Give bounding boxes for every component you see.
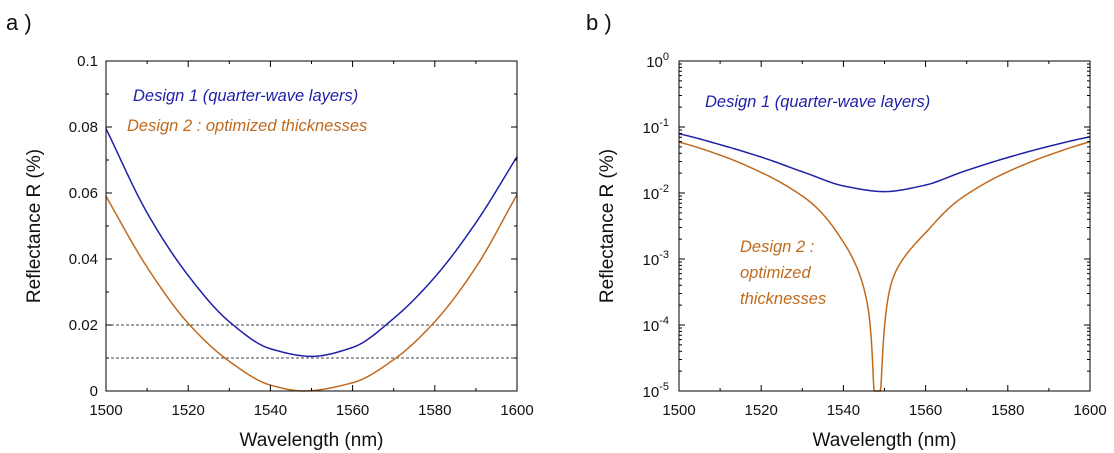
- panel-b-x-tick-label: 1500: [662, 402, 695, 419]
- panel-b-marks: [678, 133, 1091, 392]
- panel-a-legend-design-2: Design 2 : optimized thicknesses: [127, 117, 367, 135]
- panel-b-x-tick-label: 1600: [1073, 402, 1106, 419]
- panel-b-label: b ): [586, 10, 612, 35]
- panel-a-legend-design-1: Design 1 (quarter-wave layers): [133, 87, 358, 105]
- panel-b-y-axis-title: Reflectance R (%): [597, 149, 618, 303]
- panel-a: a ) 1500 1520 1540 1560 1580 1600 0 0.02 0.04 0.0…: [6, 10, 534, 451]
- panel-a-x-axis-title: Wavelength (nm): [240, 430, 384, 451]
- panel-b-x-tick-label: 1560: [909, 402, 942, 419]
- panel-b-y-tick-label: 10-4: [643, 315, 669, 335]
- panel-a-y-tick-label: 0.04: [69, 251, 98, 268]
- panel-a-x-tick-label: 1500: [89, 402, 122, 419]
- panel-b-annotation-design-2-line-1: Design 2 :: [740, 238, 814, 256]
- panel-a-ticks: 1500 1520 1540 1560 1580 1600 0 0.02 0.04 0.06 0.0…: [69, 53, 534, 419]
- panel-a-plot-frame: [105, 60, 518, 392]
- panel-a-x-tick-label: 1600: [500, 402, 533, 419]
- panel-b-y-tick-label: 100: [646, 51, 669, 71]
- panel-b-y-tick-label: 10-2: [643, 183, 669, 203]
- panel-b-ticks: 1500 1520 1540 1560 1580 1600 100 10-1 10-2 10-3 1…: [643, 51, 1107, 419]
- panel-b-x-tick-label: 1580: [991, 402, 1024, 419]
- panel-b-x-tick-label: 1520: [745, 402, 778, 419]
- panel-b-x-tick-label: 1540: [827, 402, 860, 419]
- panel-a-x-tick-label: 1580: [418, 402, 451, 419]
- panel-a-x-tick-label: 1520: [172, 402, 205, 419]
- panel-a-y-axis-title: Reflectance R (%): [24, 149, 45, 303]
- panel-a-label: a ): [6, 10, 32, 35]
- panel-a-y-tick-label: 0: [90, 383, 98, 400]
- panel-b-annotation-design-2-line-3: thicknesses: [740, 290, 826, 308]
- panel-a-x-tick-label: 1540: [254, 402, 287, 419]
- panel-a-y-tick-label: 0.08: [69, 119, 98, 136]
- panel-b-y-tick-label: 10-3: [643, 249, 669, 269]
- panel-b-y-tick-label: 10-5: [643, 381, 669, 401]
- panel-a-series-2-line: [105, 194, 518, 392]
- panel-b: b ) 1500 1520 1540 1560 1580 160010010-110-21…: [586, 10, 1107, 451]
- panel-b-annotation-design-1: Design 1 (quarter-wave layers): [705, 93, 930, 111]
- panel-a-y-tick-label: 0.06: [69, 185, 98, 202]
- panel-a-y-tick-label: 0.02: [69, 317, 98, 334]
- panel-a-x-tick-label: 1560: [336, 402, 369, 419]
- panel-b-y-tick-label: 10-1: [643, 117, 669, 137]
- panel-b-x-axis-title: Wavelength (nm): [813, 430, 957, 451]
- panel-b-annotation-design-2-line-2: optimized: [740, 264, 811, 282]
- panel-a-marks: [105, 128, 518, 392]
- panel-b-series-1-line: [678, 133, 1091, 193]
- panel-a-series-1-line: [105, 128, 518, 358]
- panel-a-y-tick-label: 0.1: [77, 53, 98, 70]
